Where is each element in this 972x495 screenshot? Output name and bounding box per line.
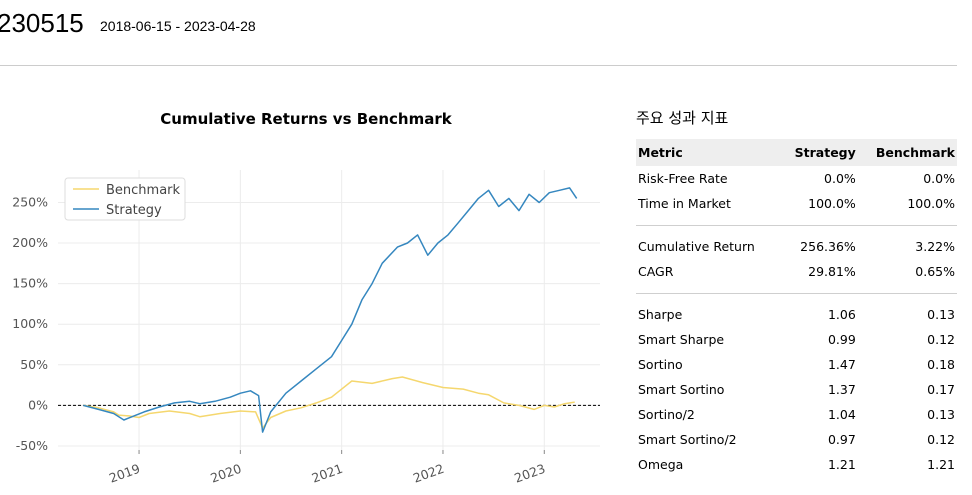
metrics-row: Risk-Free Rate 0.0% 0.0% [636,166,957,191]
benchmark-value: 1.21 [927,457,955,472]
strategy-value: 1.47 [827,357,856,372]
metric-name: CAGR [638,264,674,279]
y-tick-label: 250% [12,194,48,209]
strategy-value: 256.36% [800,239,856,254]
metrics-row: Time in Market 100.0% 100.0% [636,191,957,216]
y-tick-label: 50% [20,357,48,372]
metric-name: Smart Sortino [638,382,725,397]
benchmark-value: 100.0% [907,196,955,211]
x-tick-label: 2020 [208,461,243,486]
benchmark-value: 0.0% [923,171,955,186]
metrics-row: Sharpe 1.06 0.13 [636,302,957,327]
series-line-benchmark [83,376,575,429]
metric-name: Time in Market [638,196,731,211]
metric-name: Sortino [638,357,683,372]
metrics-row: Smart Sortino 1.37 0.17 [636,377,957,402]
metrics-row: Smart Sortino/2 0.97 0.12 [636,427,957,452]
benchmark-value: 0.65% [915,264,955,279]
chart-svg: 250% 200% 150% 100% 50% 0% -50% 2019 2020 2021 202… [12,170,600,486]
strategy-value: 29.81% [808,264,856,279]
strategy-value: 1.06 [827,307,856,322]
x-tick-label: 2019 [107,461,142,486]
metrics-table: Metric Strategy Benchmark Risk-Free Rate… [636,139,957,477]
strategy-value: 100.0% [808,196,856,211]
date-range: 2018-06-15 - 2023-04-28 [100,18,256,34]
metrics-row: Cumulative Return 256.36% 3.22% [636,234,957,259]
y-tick-label: 200% [12,235,48,250]
metrics-row: Omega 1.21 1.21 [636,452,957,477]
metric-name: Risk-Free Rate [638,171,728,186]
strategy-value: 1.37 [827,382,856,397]
metric-name: Smart Sortino/2 [638,432,737,447]
x-tick-label: 2022 [411,461,446,486]
legend-label: Strategy [106,203,162,218]
separator-line [636,224,957,226]
chart-title: Cumulative Returns vs Benchmark [160,110,452,128]
x-tick-label: 2021 [310,461,345,486]
metrics-title: 주요 성과 지표 [636,109,729,127]
separator-line [636,292,957,294]
header-divider [0,65,957,66]
metric-name: Sortino/2 [638,407,695,422]
benchmark-value: 0.13 [927,307,955,322]
strategy-value: 0.99 [827,332,856,347]
col-benchmark: Benchmark [857,139,957,166]
x-tick-label: 2023 [512,461,547,486]
y-tick-label: 100% [12,316,48,331]
strategy-value: 0.0% [824,171,856,186]
benchmark-value: 3.22% [915,239,955,254]
y-tick-label: 150% [12,276,48,291]
metric-name: Cumulative Return [638,239,755,254]
col-strategy: Strategy [780,139,858,166]
metrics-row: Sortino/2 1.04 0.13 [636,402,957,427]
metrics-row: Smart Sharpe 0.99 0.12 [636,327,957,352]
cumulative-returns-chart: Cumulative Returns vs Benchmark 250% 200%… [0,100,610,495]
strategy-value: 0.97 [827,432,856,447]
separator-cell [636,216,957,234]
series-line-strategy [83,187,578,433]
metric-name: Omega [638,457,684,472]
y-tick-label: 0% [28,397,48,412]
metric-name: Smart Sharpe [638,332,725,347]
metrics-header-row: Metric Strategy Benchmark [636,139,957,166]
y-tick-label: -50% [16,438,48,453]
metrics-separator [636,284,957,302]
benchmark-value: 0.17 [927,382,955,397]
benchmark-value: 0.18 [927,357,955,372]
report-title: 230515 [0,8,84,38]
strategy-value: 1.04 [827,407,856,422]
metrics-row: CAGR 29.81% 0.65% [636,259,957,284]
metrics-row: Sortino 1.47 0.18 [636,352,957,377]
metric-name: Sharpe [638,307,683,322]
separator-cell [636,284,957,302]
benchmark-value: 0.12 [927,332,955,347]
benchmark-value: 0.12 [927,432,955,447]
strategy-value: 1.21 [827,457,856,472]
report-header: 230515 2018-06-15 - 2023-04-28 [0,0,972,66]
benchmark-value: 0.13 [927,407,955,422]
col-metric: Metric [636,139,781,166]
legend-label: Benchmark [106,183,181,198]
metrics-separator [636,216,957,234]
